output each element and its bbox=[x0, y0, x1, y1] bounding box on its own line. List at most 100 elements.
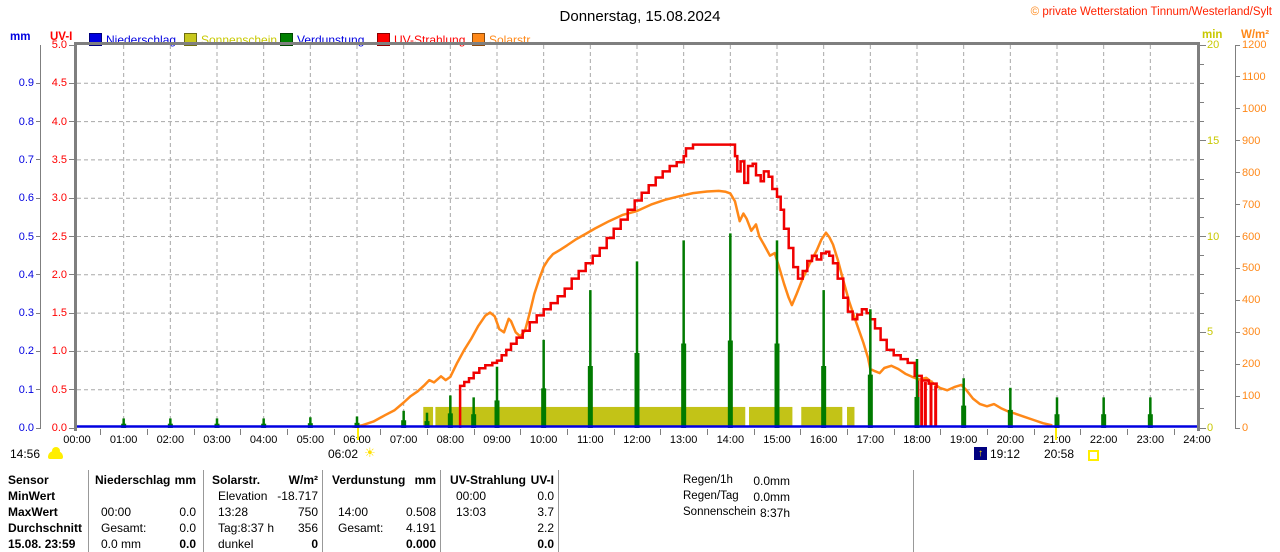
x-axis-label: 13:00 bbox=[669, 434, 698, 446]
mm-axis-label: 0.0 bbox=[18, 422, 34, 434]
x-axis-minor-tick bbox=[193, 429, 195, 435]
uv-axis-label: 3.0 bbox=[51, 192, 67, 205]
wm2-axis-tick bbox=[1235, 299, 1240, 301]
wm2-axis-label: 800 bbox=[1242, 166, 1261, 179]
mm-axis-tick bbox=[36, 197, 40, 199]
wm2-axis-tick bbox=[1235, 76, 1240, 78]
table-divider bbox=[558, 470, 559, 552]
min-axis-tick bbox=[1200, 236, 1206, 237]
dusk-square-icon bbox=[1088, 450, 1099, 461]
table-col-title: Verdunstung bbox=[332, 473, 406, 487]
uv-axis-label: 0.0 bbox=[51, 422, 67, 434]
uv-axis-tick bbox=[69, 312, 74, 314]
table-cell-value: 3.7 bbox=[537, 505, 554, 519]
wm2-axis-label: 1100 bbox=[1242, 70, 1266, 83]
table-col-title: UV-Strahlung bbox=[450, 473, 527, 487]
x-axis-label: 11:00 bbox=[576, 434, 604, 446]
uv-axis-label: 0.5 bbox=[51, 383, 67, 396]
min-axis-label: 0 bbox=[1207, 422, 1214, 434]
mm-axis-label: 0.1 bbox=[18, 383, 34, 396]
plot-border-right bbox=[1197, 42, 1200, 431]
x-axis-minor-tick bbox=[800, 429, 802, 435]
x-axis-minor-tick bbox=[147, 429, 148, 435]
uv-axis-tick bbox=[69, 427, 74, 429]
x-axis-minor-tick bbox=[100, 429, 102, 435]
x-axis-label: 02:00 bbox=[156, 434, 185, 446]
mm-axis-label: 0.3 bbox=[18, 307, 34, 320]
x-axis-minor-tick bbox=[567, 429, 568, 435]
table-row-header: MinWert bbox=[8, 489, 56, 503]
x-axis-label: 23:00 bbox=[1136, 434, 1165, 446]
min-axis-tick bbox=[1200, 389, 1204, 391]
x-axis-minor-tick bbox=[707, 429, 708, 435]
plot-area bbox=[77, 45, 1197, 430]
table-divider bbox=[88, 470, 89, 552]
wm2-axis-label: 700 bbox=[1242, 198, 1261, 211]
axis-unit-wm2: W/m² bbox=[1241, 29, 1270, 41]
min-axis-label: 20 bbox=[1207, 39, 1220, 51]
table-cell-label: Gesamt: bbox=[338, 521, 384, 535]
table-col-unit: mm bbox=[414, 473, 436, 487]
table-col-unit: W/m² bbox=[288, 473, 318, 487]
table-divider bbox=[440, 470, 441, 552]
min-axis-tick bbox=[1200, 63, 1204, 65]
uv-axis-label: 4.0 bbox=[51, 115, 67, 128]
sun-event-tick bbox=[357, 428, 360, 440]
min-axis-tick bbox=[1200, 159, 1204, 161]
x-axis-minor-tick bbox=[1080, 429, 1082, 435]
x-axis-minor-tick bbox=[473, 429, 475, 435]
sunset-moon-icon: ↑ bbox=[974, 447, 987, 460]
uv-axis-tick bbox=[69, 82, 74, 84]
wm2-axis-label: 900 bbox=[1242, 134, 1261, 147]
x-axis-minor-tick bbox=[427, 429, 428, 435]
plot-border-left bbox=[74, 42, 77, 431]
x-axis-label: 00:00 bbox=[63, 434, 91, 446]
table-col-unit: mm bbox=[174, 473, 196, 487]
min-axis-tick bbox=[1200, 82, 1204, 84]
x-axis-minor-tick bbox=[333, 429, 335, 435]
table-cell-value: 750 bbox=[297, 505, 318, 519]
uv-axis-label: 1.5 bbox=[51, 307, 67, 320]
uv-axis-label: 5.0 bbox=[51, 39, 67, 51]
uv-axis-tick bbox=[69, 274, 74, 276]
x-axis-label: 14:00 bbox=[716, 434, 745, 446]
x-axis-label: 21:00 bbox=[1043, 434, 1071, 446]
x-axis-label: 01:00 bbox=[109, 434, 138, 446]
min-axis-tick bbox=[1200, 178, 1204, 180]
table-cell-value: 0.000 bbox=[405, 537, 436, 551]
wm2-axis-tick bbox=[1235, 172, 1240, 174]
x-axis-minor-tick bbox=[940, 429, 942, 435]
table-cell-value: 0.0 bbox=[179, 505, 196, 519]
summary-value: 0.0mm bbox=[753, 474, 790, 488]
wm2-axis-tick bbox=[1235, 236, 1240, 237]
uv-axis-label: 1.0 bbox=[51, 345, 67, 358]
x-axis-label: 08:00 bbox=[436, 434, 465, 446]
min-axis-tick bbox=[1200, 121, 1204, 123]
table-cell-label: Elevation bbox=[218, 489, 268, 503]
summary-label: Regen/1h bbox=[683, 474, 733, 486]
wm2-axis-label: 0 bbox=[1242, 422, 1249, 434]
x-axis-label: 19:00 bbox=[949, 434, 978, 446]
x-axis-minor-tick bbox=[520, 429, 522, 435]
x-axis-minor-tick bbox=[753, 429, 755, 435]
x-axis-minor-tick bbox=[987, 429, 988, 435]
x-axis-minor-tick bbox=[380, 429, 382, 435]
mm-axis-tick bbox=[36, 82, 40, 84]
min-axis-tick bbox=[1200, 370, 1204, 372]
x-axis-label: 22:00 bbox=[1089, 434, 1118, 446]
copyright-note: © private Wetterstation Tinnum/Westerlan… bbox=[1031, 6, 1272, 18]
table-cell-value: 0 bbox=[311, 537, 318, 551]
wm2-axis-label: 500 bbox=[1242, 262, 1261, 275]
axis-unit-uv: UV-I bbox=[50, 31, 73, 43]
x-axis-minor-tick bbox=[613, 429, 615, 435]
min-axis-tick bbox=[1200, 216, 1204, 218]
table-cell-value: -18.717 bbox=[277, 489, 318, 503]
table-cell-value: 4.191 bbox=[405, 521, 436, 535]
wm2-axis-tick bbox=[1235, 204, 1240, 206]
x-axis-label: 24:00 bbox=[1183, 434, 1211, 446]
moon-cloud-icon bbox=[48, 447, 63, 459]
x-axis-label: 05:00 bbox=[296, 434, 325, 446]
min-axis-tick bbox=[1200, 408, 1204, 410]
sunrise-sun-icon: ☀ bbox=[364, 445, 376, 460]
